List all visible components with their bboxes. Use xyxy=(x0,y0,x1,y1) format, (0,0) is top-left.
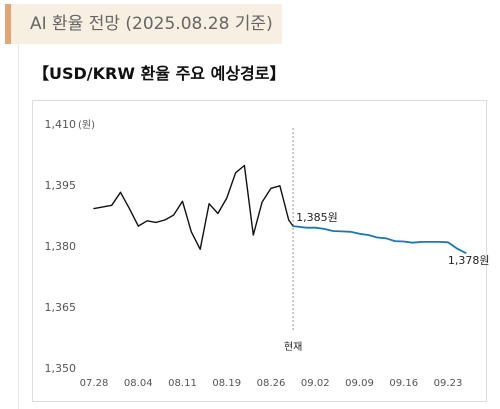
x-tick-label: 09.09 xyxy=(345,378,374,389)
x-tick-label: 08.19 xyxy=(212,378,241,389)
now-label: 현재 xyxy=(284,341,302,353)
y-tick-label: 1,365 xyxy=(45,301,77,314)
data-label-forecast-end: 1,378원 xyxy=(448,254,490,267)
actual-series-line xyxy=(93,164,294,251)
y-tick-label: 1,410 xyxy=(45,118,77,131)
y-unit-label: (원) xyxy=(78,119,95,131)
chart-frame xyxy=(32,100,487,402)
x-tick-label: 08.11 xyxy=(168,378,197,389)
y-tick-label: 1,395 xyxy=(45,179,77,192)
header-accent-bar xyxy=(5,4,11,44)
y-tick-label: 1,380 xyxy=(45,240,77,253)
x-tick-label: 07.28 xyxy=(80,378,109,389)
page-title: AI 환율 전망 (2025.08.28 기준) xyxy=(30,14,273,34)
chart-heading: 【USD/KRW 환율 주요 예상경로】 xyxy=(33,64,286,83)
x-tick-label: 08.04 xyxy=(124,378,153,389)
x-tick-label: 09.23 xyxy=(434,378,463,389)
x-tick-label: 09.02 xyxy=(301,378,330,389)
forecast-series-line xyxy=(292,225,467,254)
x-tick-label: 09.16 xyxy=(389,378,418,389)
left-divider xyxy=(18,44,19,409)
x-tick-label: 08.26 xyxy=(257,378,286,389)
data-label-current: 1,385원 xyxy=(296,211,338,224)
y-tick-label: 1,350 xyxy=(45,362,77,375)
header-banner: AI 환율 전망 (2025.08.28 기준) xyxy=(5,4,282,44)
